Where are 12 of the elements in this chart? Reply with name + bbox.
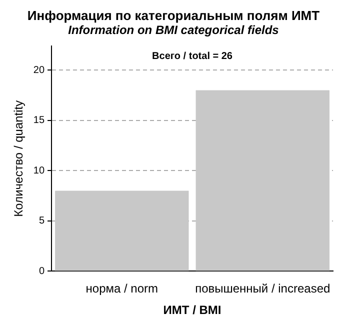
x-tick-label: норма / norm [86,282,158,296]
y-tick-label: 5 [38,216,45,227]
x-tick-label: повышенный / increased [195,282,330,296]
y-tick-label: 20 [33,64,45,76]
y-tick-label: 15 [33,115,45,126]
y-tick-label: 0 [38,266,45,277]
annotation: Всего / total = 26 [152,50,233,62]
x-axis-title: ИМТ / BMI [163,303,222,318]
chart-title: Информация по категориальным полям ИМТ [26,8,321,23]
chart-subtitle: Information on BMI categorical fields [67,23,280,37]
y-tick-label: 10 [33,165,45,176]
y-axis-title: Количество / quantity [12,100,26,217]
